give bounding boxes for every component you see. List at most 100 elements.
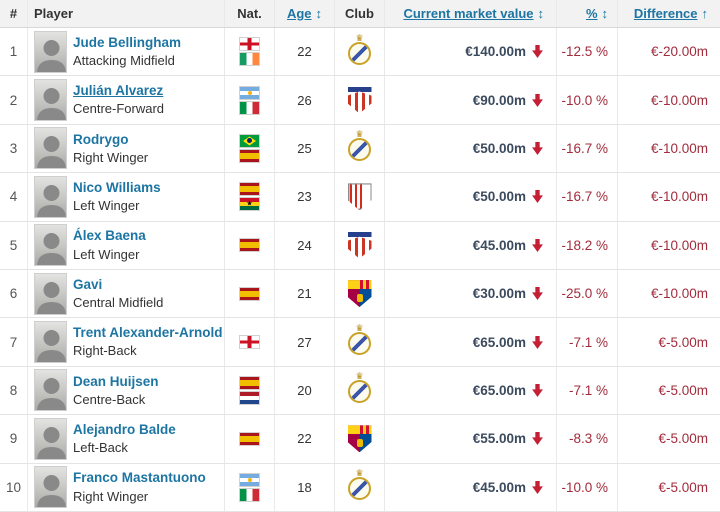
player-name-link[interactable]: Alejandro Balde bbox=[73, 421, 176, 437]
player-text: Álex Baena Left Winger bbox=[73, 227, 146, 263]
header-difference-sort-link[interactable]: Difference bbox=[633, 6, 698, 21]
nationality-cell bbox=[225, 318, 275, 366]
club-crest-icon[interactable] bbox=[348, 138, 371, 162]
player-position: Right Winger bbox=[73, 149, 149, 165]
table-row: 10 Franco Mastantuono Right Winger 18 €4… bbox=[0, 463, 720, 512]
rank-cell: 3 bbox=[0, 124, 28, 173]
player-photo[interactable] bbox=[34, 272, 67, 315]
player-photo[interactable] bbox=[34, 369, 67, 412]
value-down-arrow-icon bbox=[531, 93, 544, 107]
difference-cell: €-5.00m bbox=[618, 318, 720, 365]
club-cell bbox=[335, 415, 385, 463]
player-cell: Alejandro Balde Left-Back bbox=[28, 415, 225, 463]
header-age-sort-link[interactable]: Age bbox=[286, 6, 312, 21]
age-value: 22 bbox=[297, 44, 312, 60]
sort-asc-icon[interactable]: ↑ bbox=[701, 6, 709, 21]
percent-cell: -8.3 % bbox=[557, 415, 618, 463]
player-name-link[interactable]: Rodrygo bbox=[73, 131, 129, 147]
club-crest-icon[interactable] bbox=[347, 425, 372, 453]
age-cell: 22 bbox=[275, 415, 335, 463]
player-photo[interactable] bbox=[34, 175, 67, 218]
percent-cell: -12.5 % bbox=[557, 28, 618, 76]
sort-both-icon[interactable]: ↕ bbox=[537, 6, 545, 21]
club-crest-icon[interactable] bbox=[348, 332, 371, 356]
player-name-link[interactable]: Nico Williams bbox=[73, 179, 161, 195]
nationality-cell bbox=[225, 124, 275, 173]
player-photo[interactable] bbox=[34, 417, 67, 460]
age-cell: 18 bbox=[275, 463, 335, 511]
player-photo[interactable] bbox=[34, 127, 67, 170]
percent-change: -16.7 % bbox=[561, 189, 608, 205]
flag-ghana-icon bbox=[240, 198, 259, 211]
person-silhouette-icon bbox=[37, 475, 66, 508]
age-cell: 21 bbox=[275, 269, 335, 318]
club-cell bbox=[335, 28, 385, 76]
rank-cell: 2 bbox=[0, 76, 28, 124]
player-name-link[interactable]: Dean Huijsen bbox=[73, 373, 159, 389]
difference-cell: €-20.00m bbox=[618, 28, 720, 75]
player-photo[interactable] bbox=[34, 466, 67, 509]
player-position: Right-Back bbox=[73, 343, 137, 359]
value-down-arrow-icon bbox=[531, 238, 544, 252]
player-position: Right Winger bbox=[73, 488, 149, 504]
difference-value: €-5.00m bbox=[658, 334, 708, 350]
sort-both-icon[interactable]: ↕ bbox=[315, 6, 323, 21]
value-down-arrow-icon bbox=[531, 287, 544, 301]
table-row: 6 Gavi Central Midfield 21 €30.00m bbox=[0, 269, 720, 319]
player-name-link[interactable]: Jude Bellingham bbox=[73, 34, 182, 50]
market-value: €65.00m bbox=[472, 334, 526, 350]
club-crest-icon[interactable] bbox=[347, 280, 372, 308]
player-cell: Rodrygo Right Winger bbox=[28, 124, 225, 173]
age-value: 23 bbox=[297, 189, 312, 205]
market-value-cell: €50.00m bbox=[385, 173, 557, 221]
nationality-flags bbox=[240, 38, 259, 66]
rank-number: 10 bbox=[5, 479, 22, 495]
percent-change: -10.0 % bbox=[561, 479, 608, 495]
rank-cell: 5 bbox=[0, 221, 28, 269]
rank-cell: 10 bbox=[0, 463, 28, 511]
player-name-link[interactable]: Franco Mastantuono bbox=[73, 470, 206, 486]
player-name-link[interactable]: Trent Alexander-Arnold bbox=[73, 325, 223, 341]
player-photo[interactable] bbox=[34, 30, 67, 73]
market-value: €65.00m bbox=[472, 382, 526, 398]
market-value: €55.00m bbox=[472, 431, 526, 447]
header-club: Club bbox=[335, 0, 385, 27]
player-text: Gavi Central Midfield bbox=[73, 276, 163, 312]
player-photo[interactable] bbox=[34, 224, 67, 267]
header-percent-sort-link[interactable]: % bbox=[585, 6, 598, 21]
flag-brazil-icon bbox=[240, 134, 259, 147]
sort-both-icon[interactable]: ↕ bbox=[601, 6, 609, 21]
club-crest-icon[interactable] bbox=[347, 231, 372, 259]
player-text: Dean Huijsen Centre-Back bbox=[73, 373, 159, 409]
club-crest-icon[interactable] bbox=[347, 183, 372, 211]
player-name-link[interactable]: Julián Alvarez bbox=[73, 83, 164, 99]
player-name-link[interactable]: Gavi bbox=[73, 276, 103, 292]
difference-value: €-20.00m bbox=[650, 44, 708, 60]
club-crest-icon[interactable] bbox=[348, 41, 371, 65]
rank-number: 2 bbox=[9, 92, 18, 108]
club-crest-icon[interactable] bbox=[348, 380, 371, 404]
percent-cell: -7.1 % bbox=[557, 318, 618, 366]
player-photo[interactable] bbox=[34, 79, 67, 122]
player-photo[interactable] bbox=[34, 321, 67, 364]
rank-number: 4 bbox=[9, 189, 18, 205]
person-silhouette-icon bbox=[37, 378, 66, 411]
rank-number: 1 bbox=[9, 44, 18, 60]
percent-cell: -16.7 % bbox=[557, 173, 618, 221]
club-cell bbox=[335, 76, 385, 124]
flag-england-icon bbox=[240, 38, 259, 51]
market-value-cell: €140.00m bbox=[385, 28, 557, 76]
header-market-value-sort-link[interactable]: Current market value bbox=[403, 6, 534, 21]
player-name-link[interactable]: Álex Baena bbox=[73, 228, 146, 244]
rank-cell: 9 bbox=[0, 415, 28, 463]
club-crest-icon[interactable] bbox=[348, 477, 371, 501]
club-crest-icon[interactable] bbox=[347, 86, 372, 114]
player-cell: Trent Alexander-Arnold Right-Back bbox=[28, 318, 225, 366]
player-cell: Gavi Central Midfield bbox=[28, 269, 225, 318]
age-cell: 23 bbox=[275, 173, 335, 221]
age-cell: 25 bbox=[275, 124, 335, 173]
header-rank: # bbox=[0, 0, 28, 27]
rank-number: 8 bbox=[9, 382, 18, 398]
table-row: 3 Rodrygo Right Winger 25 €50.00m bbox=[0, 124, 720, 174]
market-value-cell: €45.00m bbox=[385, 463, 557, 511]
